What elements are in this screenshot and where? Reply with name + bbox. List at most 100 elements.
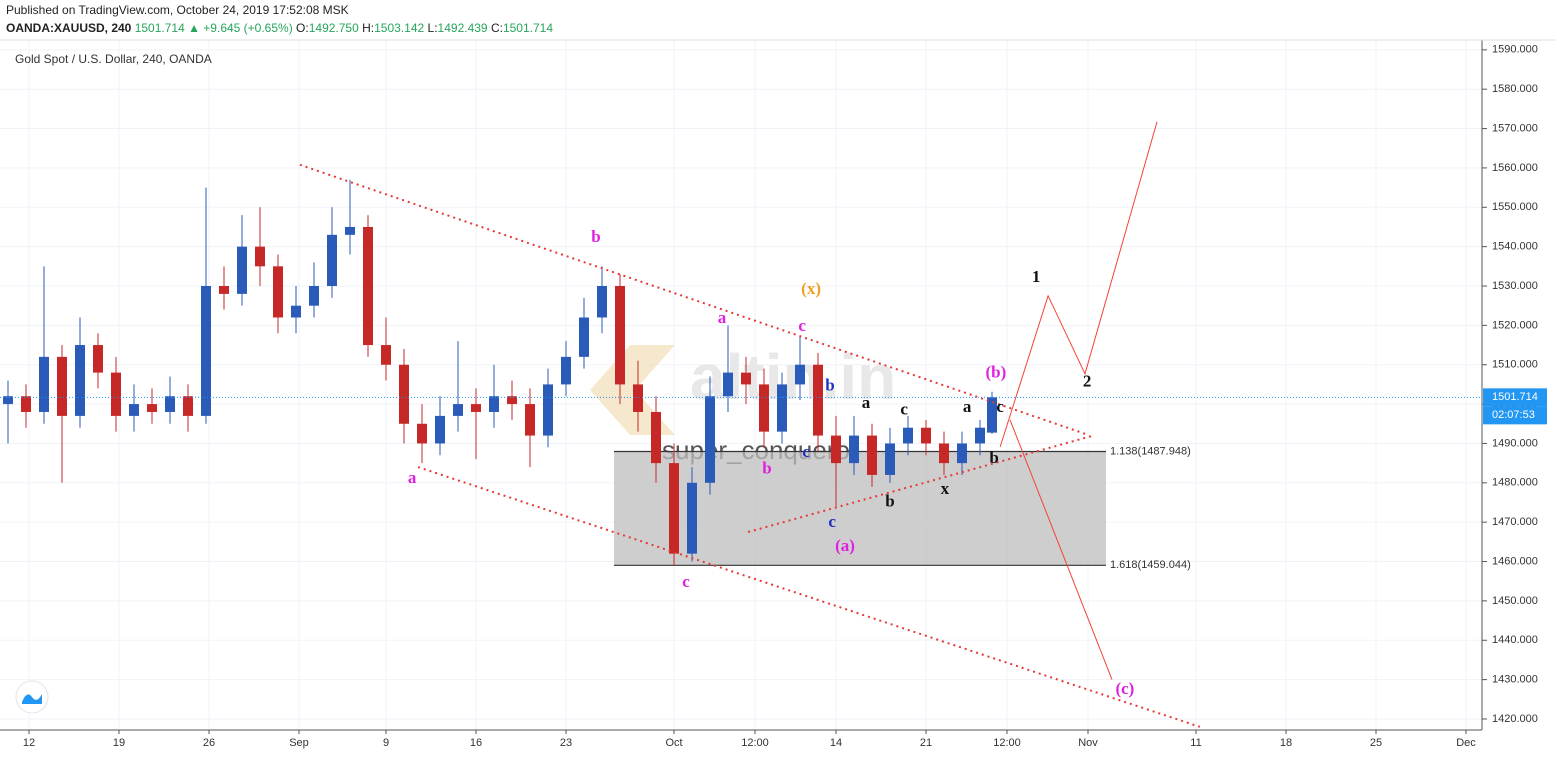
candle-body [849, 435, 859, 464]
candle-body [975, 427, 985, 444]
last-price-box [1483, 388, 1547, 407]
candle-body [471, 404, 481, 412]
x-tick-label: 18 [1280, 737, 1292, 749]
c-label: C: [491, 21, 503, 35]
tradingview-logo[interactable] [15, 680, 49, 714]
y-tick-label: 1510.000 [1492, 359, 1538, 371]
candle-body [759, 384, 769, 432]
wave-label: b [762, 459, 771, 478]
candle-body [381, 345, 391, 365]
plot: 1.138(1487.948) 1.618(1459.044) b a c a b c (x) b… [0, 121, 1482, 728]
c-value: 1501.714 [503, 21, 553, 35]
grid [0, 40, 1482, 730]
candle-body [687, 482, 697, 554]
x-tick-label: Dec [1456, 737, 1476, 749]
candle-body [165, 396, 175, 412]
x-tick-label: 12:00 [993, 737, 1021, 749]
published: Published on TradingView.com, October 24… [6, 3, 349, 17]
change: 1501.714 ▲ +9.645 (+0.65%) [135, 21, 293, 35]
y-tick-label: 1530.000 [1492, 280, 1538, 292]
y-tick-label: 1420.000 [1492, 713, 1538, 725]
trend-line [999, 121, 1158, 448]
candle-body [903, 427, 913, 444]
candle-body [921, 427, 931, 444]
wave-label: c [798, 316, 806, 335]
wave-label: (b) [986, 363, 1007, 382]
wave-label: 1 [1032, 267, 1041, 286]
x-tick-label: 16 [470, 737, 482, 749]
axes: 1420.000 1430.000 1440.000 1450.000 1460.000… [23, 44, 1547, 749]
candle-body [669, 463, 679, 554]
wave-label: c [996, 397, 1004, 416]
candle-body [327, 234, 337, 287]
x-tick-label: 26 [203, 737, 215, 749]
logo-icon[interactable] [22, 694, 42, 704]
o-value: 1492.750 [309, 21, 359, 35]
wave-label: c [802, 442, 810, 461]
candle-body [579, 317, 589, 357]
candle-body [435, 415, 445, 444]
candle-body [633, 384, 643, 412]
symbol: OANDA:XAUUSD, 240 [6, 21, 132, 35]
candle-body [795, 364, 805, 385]
candle-body [237, 246, 247, 294]
candle-body [885, 443, 895, 475]
y-tick-label: 1520.000 [1492, 319, 1538, 331]
x-tick-label: 19 [113, 737, 125, 749]
x-tick-label: 23 [560, 737, 572, 749]
candle-body [615, 286, 625, 385]
fib-label: 1.618(1459.044) [1110, 559, 1191, 571]
wave-label: a [718, 308, 727, 327]
x-tick-label: 25 [1370, 737, 1382, 749]
ohlc-header: OANDA:XAUUSD, 240 1501.714 ▲ +9.645 (+0.… [6, 21, 553, 35]
chart-title: Gold Spot / U.S. Dollar, 240, OANDA [15, 52, 212, 66]
wave-label: a [862, 393, 871, 412]
x-tick-label: 11 [1190, 737, 1201, 749]
y-tick-label: 1490.000 [1492, 437, 1538, 449]
y-tick-label: 1550.000 [1492, 201, 1538, 213]
y-tick-label: 1580.000 [1492, 83, 1538, 95]
wave-label: b [825, 376, 834, 395]
trend-line [1009, 419, 1113, 680]
wave-label: b [591, 227, 600, 246]
candle-body [723, 372, 733, 397]
wave-label: c [682, 572, 690, 591]
candle-body [813, 364, 823, 436]
last-price-label: 1501.714 [1492, 391, 1538, 403]
candle-body [957, 443, 967, 464]
wave-label: (a) [835, 536, 855, 555]
candle-body [867, 435, 877, 475]
candle-body [201, 286, 211, 416]
y-tick-label: 1450.000 [1492, 595, 1538, 607]
countdown: 02:07:53 [1492, 409, 1535, 421]
candle-body [111, 372, 121, 416]
candle-body [255, 246, 265, 267]
candle-body [597, 286, 607, 318]
candle-body [453, 404, 463, 416]
candle-body [21, 396, 31, 412]
candle-body [987, 397, 997, 433]
h-label: H: [362, 21, 374, 35]
candle-body [939, 443, 949, 464]
candle-body [291, 305, 301, 318]
candle-body [831, 435, 841, 464]
h-value: 1503.142 [374, 21, 424, 35]
x-tick-label: 21 [920, 737, 932, 749]
candle-body [183, 396, 193, 416]
wave-label: b [885, 491, 894, 510]
x-tick-label: Oct [665, 737, 682, 749]
candle-body [777, 384, 787, 432]
candle-body [147, 404, 157, 412]
candle-body [345, 226, 355, 235]
x-tick-label: 9 [383, 737, 389, 749]
candle-body [705, 396, 715, 483]
wave-label: (c) [1115, 679, 1134, 698]
candle-body [57, 356, 67, 416]
candle-body [399, 364, 409, 424]
candle-body [129, 404, 139, 416]
candle-body [309, 286, 319, 306]
x-tick-label: Sep [289, 737, 309, 749]
candle-body [219, 286, 229, 294]
o-label: O: [296, 21, 309, 35]
